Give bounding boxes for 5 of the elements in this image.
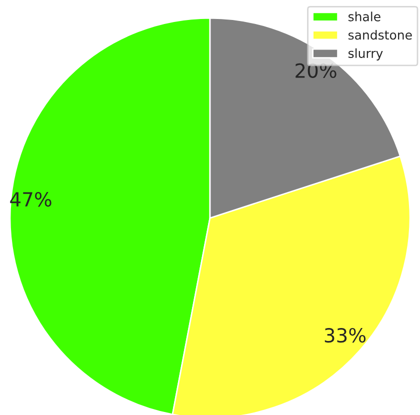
data-label: 33%: [324, 328, 366, 343]
data-label: 20%: [296, 63, 336, 78]
legend-label: shale: [348, 12, 380, 22]
legend-label: sandstone: [348, 30, 412, 40]
legend-label: slurry: [348, 48, 383, 60]
